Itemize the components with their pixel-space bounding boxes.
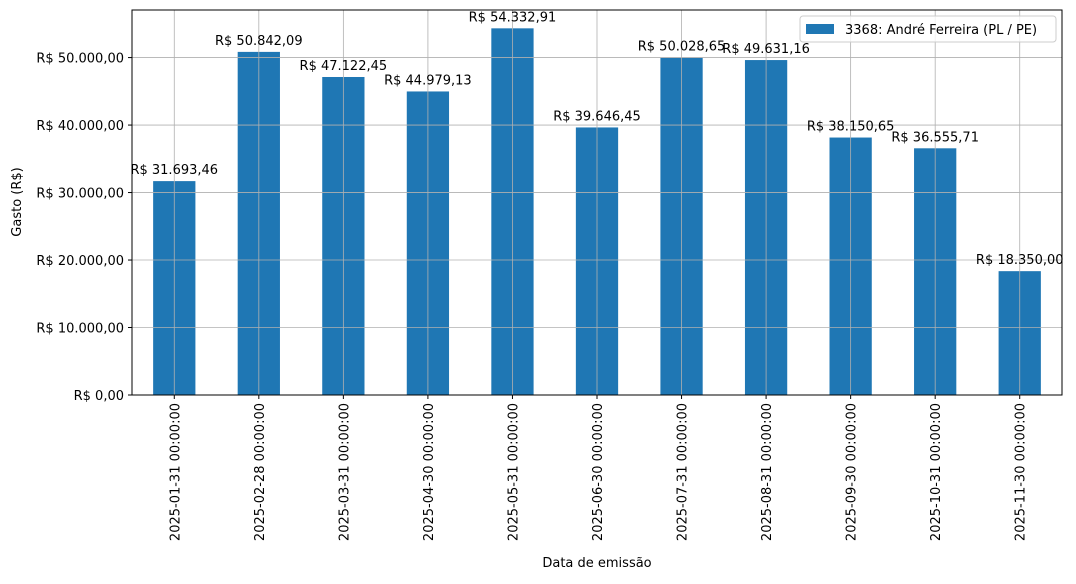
bar-value-label: R$ 36.555,71 — [891, 130, 979, 145]
y-tick-label: R$ 30.000,00 — [36, 187, 124, 202]
legend-swatch — [806, 24, 834, 34]
x-tick-label: 2025-01-31 00:00:00 — [168, 403, 183, 541]
legend-box — [799, 15, 1057, 43]
bar-value-label: R$ 18.350,00 — [976, 253, 1064, 268]
bar-value-label: R$ 50.842,09 — [215, 34, 303, 49]
x-tick-label: 2025-05-31 00:00:00 — [506, 403, 521, 541]
x-tick-label: 2025-07-31 00:00:00 — [676, 403, 691, 541]
x-tick-label: 2025-09-30 00:00:00 — [845, 403, 860, 541]
x-tick-label: 2025-02-28 00:00:00 — [253, 403, 268, 541]
bar-value-label: R$ 31.693,46 — [130, 163, 218, 178]
x-axis-label: Data de emissão — [542, 556, 651, 571]
bar-value-label: R$ 49.631,16 — [722, 42, 810, 57]
x-tick-label: 2025-03-31 00:00:00 — [337, 403, 352, 541]
bar-value-label: R$ 50.028,65 — [638, 39, 726, 54]
y-tick-label: R$ 0,00 — [74, 389, 124, 404]
legend: 3368: André Ferreira (PL / PE) — [799, 15, 1057, 43]
y-tick-label: R$ 20.000,00 — [36, 254, 124, 269]
x-tick-label: 2025-04-30 00:00:00 — [422, 403, 437, 541]
x-tick-label: 2025-08-31 00:00:00 — [760, 403, 775, 541]
bar-value-label: R$ 54.332,91 — [469, 10, 557, 25]
bar-value-label: R$ 38.150,65 — [807, 120, 895, 135]
y-tick-label: R$ 10.000,00 — [36, 322, 124, 337]
ticks-layer: 2025-01-31 00:00:00 2025-02-28 00:00:00 20… — [36, 52, 1028, 542]
y-tick-label: R$ 50.000,00 — [36, 52, 124, 67]
x-tick-label: 2025-11-30 00:00:00 — [1014, 403, 1029, 541]
legend-label: 3368: André Ferreira (PL / PE) — [845, 23, 1037, 38]
x-tick-label: 2025-10-31 00:00:00 — [929, 403, 944, 541]
bar-value-label: R$ 47.122,45 — [300, 59, 388, 74]
x-tick-label: 2025-06-30 00:00:00 — [591, 403, 606, 541]
bar-value-label: R$ 44.979,13 — [384, 73, 472, 88]
data-labels-layer: R$ 31.693,46R$ 50.842,09R$ 47.122,45R$ 4… — [130, 10, 1063, 268]
y-axis-label: Gasto (R$) — [10, 167, 25, 236]
y-tick-label: R$ 40.000,00 — [36, 119, 124, 134]
bar-value-label: R$ 39.646,45 — [553, 109, 641, 124]
